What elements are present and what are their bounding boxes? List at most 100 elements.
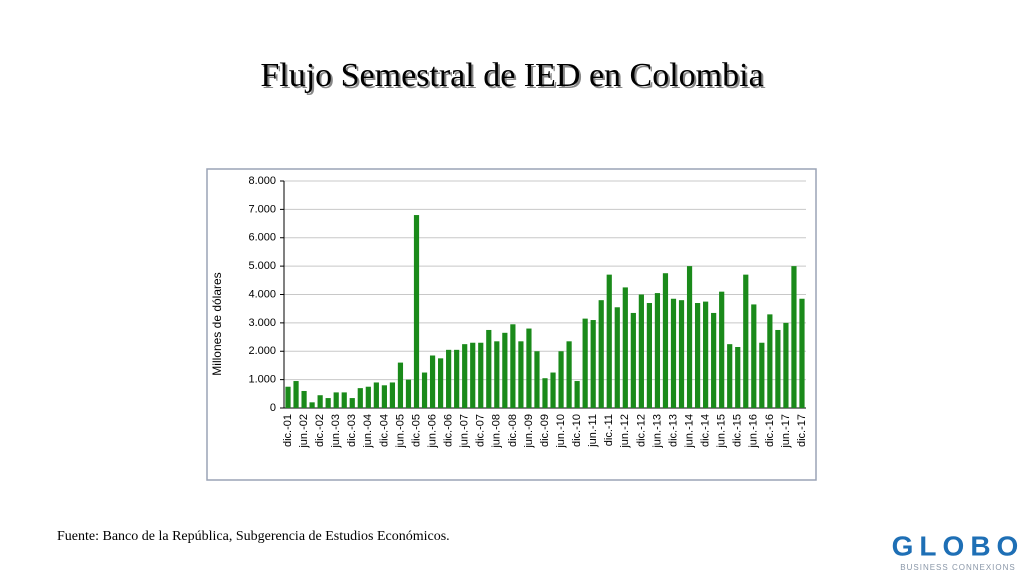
bar	[783, 322, 789, 408]
bar	[470, 342, 476, 408]
bar	[590, 320, 596, 408]
y-tick-label: 7.000	[248, 203, 276, 215]
bar	[293, 381, 299, 408]
x-tick-label: dic.-12	[635, 414, 647, 447]
bar	[502, 332, 508, 408]
x-tick-label: jun.-11	[587, 414, 599, 448]
x-tick-label: jun.-07	[459, 414, 471, 449]
bar	[622, 287, 628, 408]
bar	[767, 314, 773, 408]
x-tick-label: jun.-09	[523, 414, 535, 449]
bar	[686, 266, 693, 408]
x-tick-label: jun.-12	[619, 414, 631, 449]
bar	[365, 386, 371, 408]
bar	[438, 358, 444, 408]
x-tick-label: jun.-05	[394, 414, 406, 449]
bar	[341, 392, 347, 408]
bar	[486, 329, 492, 408]
source-note: Fuente: Banco de la República, Subgerenc…	[57, 529, 450, 544]
bar	[614, 307, 620, 408]
bar	[727, 344, 733, 408]
bar	[574, 381, 580, 408]
x-tick-label: jun.-17	[780, 414, 792, 449]
bar	[678, 300, 685, 408]
bar	[751, 304, 757, 408]
bar	[454, 349, 460, 408]
x-tick-label: dic.-14	[700, 414, 712, 447]
x-tick-label: dic.-16	[764, 414, 776, 447]
bar	[638, 294, 644, 408]
bar	[397, 362, 404, 408]
bar	[413, 215, 420, 408]
bar	[654, 293, 661, 408]
bar	[719, 291, 725, 408]
bar	[357, 388, 363, 408]
bar	[494, 341, 500, 408]
x-tick-label: dic.-06	[443, 414, 455, 447]
bar	[317, 395, 323, 408]
x-tick-label: dic.-02	[314, 414, 326, 447]
bar	[333, 392, 339, 408]
bar	[446, 349, 452, 408]
logo: GLOBO	[892, 530, 1024, 561]
bar	[421, 372, 428, 408]
bar	[791, 266, 797, 408]
x-tick-label: jun.-13	[651, 414, 663, 449]
x-tick-label: dic.-01	[282, 414, 294, 447]
bar	[381, 385, 387, 408]
bar	[598, 300, 604, 408]
bar	[542, 378, 548, 408]
y-tick-label: 0	[270, 402, 276, 414]
bar	[325, 398, 331, 408]
x-tick-label: dic.-17	[796, 414, 808, 447]
bar	[550, 372, 556, 408]
bar	[582, 318, 588, 408]
bar	[799, 298, 805, 408]
bar	[301, 390, 307, 408]
bar	[309, 402, 315, 408]
chart-title: Flujo Semestral de IED en Colombia	[260, 57, 763, 94]
x-tick-label: dic.-11	[603, 414, 615, 446]
bar	[429, 355, 436, 408]
x-tick-label: jun.-10	[555, 414, 567, 449]
bar	[285, 386, 291, 408]
x-tick-label: jun.-02	[298, 414, 310, 449]
x-tick-label: jun.-15	[716, 414, 728, 449]
bar	[558, 351, 564, 408]
y-tick-label: 3.000	[248, 317, 276, 329]
bar	[759, 342, 765, 408]
x-tick-label: jun.-03	[330, 414, 342, 449]
y-tick-label: 1.000	[248, 374, 276, 386]
bar	[703, 301, 709, 408]
y-tick-label: 2.000	[248, 345, 276, 357]
bar	[510, 324, 516, 408]
x-tick-label: jun.-08	[491, 414, 503, 449]
bar	[518, 341, 524, 408]
x-tick-label: dic.-09	[539, 414, 551, 447]
x-tick-label: dic.-13	[667, 414, 679, 447]
bar	[775, 329, 781, 408]
x-tick-label: jun.-14	[683, 414, 695, 449]
bar	[743, 274, 749, 408]
y-tick-label: 5.000	[248, 260, 276, 272]
bar	[606, 274, 612, 408]
bar	[735, 346, 741, 408]
y-tick-label: 4.000	[248, 288, 276, 300]
title-shadow: Flujo Semestral de IED en Colombia	[262, 59, 765, 96]
x-tick-label: jun.-16	[748, 414, 760, 449]
bar	[566, 341, 572, 408]
bar	[526, 328, 532, 408]
bar	[405, 379, 412, 408]
bar	[389, 382, 396, 408]
bar	[534, 351, 540, 408]
x-tick-label: dic.-03	[346, 414, 358, 447]
x-tick-label: dic.-10	[571, 414, 583, 447]
bar	[711, 312, 717, 408]
bar	[630, 312, 636, 408]
bar	[662, 273, 669, 408]
x-tick-label: dic.-08	[507, 414, 519, 447]
y-tick-label: 6.000	[248, 232, 276, 244]
logo-tagline: BUSINESS CONNEXIONS	[900, 563, 1015, 572]
bar	[373, 382, 379, 408]
